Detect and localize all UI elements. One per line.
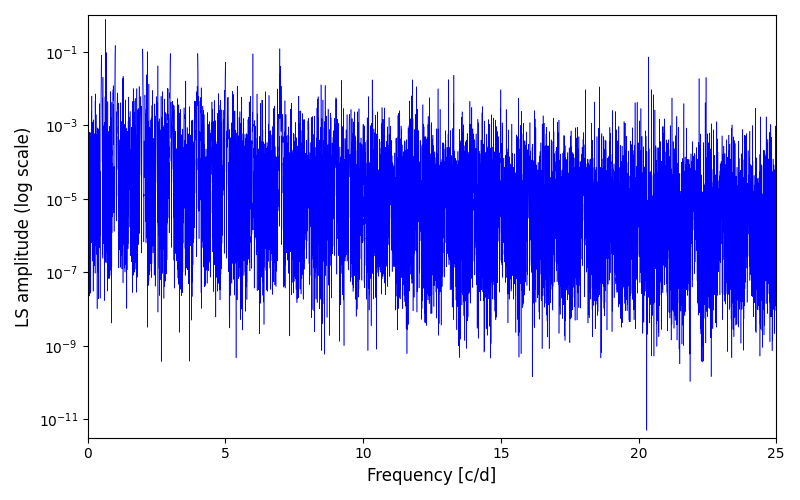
X-axis label: Frequency [c/d]: Frequency [c/d] (367, 467, 497, 485)
Y-axis label: LS amplitude (log scale): LS amplitude (log scale) (15, 126, 33, 326)
